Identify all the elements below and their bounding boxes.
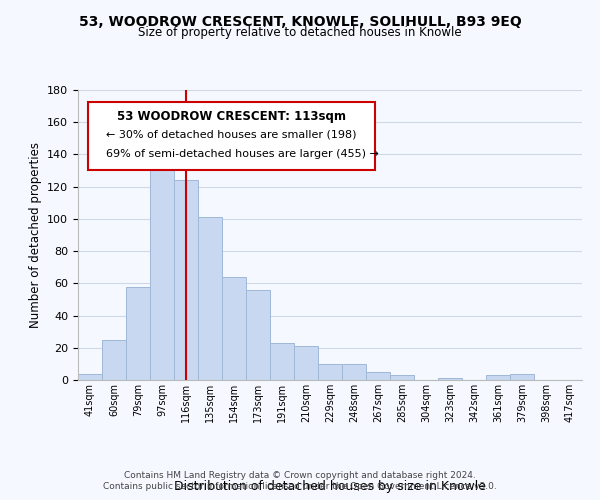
Y-axis label: Number of detached properties: Number of detached properties [29, 142, 41, 328]
Text: 53 WOODROW CRESCENT: 113sqm: 53 WOODROW CRESCENT: 113sqm [117, 110, 346, 122]
Bar [150, 142, 174, 380]
Bar [102, 340, 126, 380]
Bar [318, 364, 342, 380]
Bar [126, 286, 150, 380]
Bar [222, 277, 246, 380]
Bar [198, 218, 222, 380]
Text: Contains public sector information licensed under the Open Government Licence v3: Contains public sector information licen… [103, 482, 497, 491]
Bar [366, 372, 390, 380]
Text: Size of property relative to detached houses in Knowle: Size of property relative to detached ho… [138, 26, 462, 39]
Bar [390, 375, 414, 380]
Bar [174, 180, 198, 380]
Bar [342, 364, 366, 380]
Bar [78, 374, 102, 380]
Bar [294, 346, 318, 380]
Text: 69% of semi-detached houses are larger (455) →: 69% of semi-detached houses are larger (… [106, 150, 379, 160]
Text: ← 30% of detached houses are smaller (198): ← 30% of detached houses are smaller (19… [106, 129, 356, 139]
Text: 53, WOODROW CRESCENT, KNOWLE, SOLIHULL, B93 9EQ: 53, WOODROW CRESCENT, KNOWLE, SOLIHULL, … [79, 15, 521, 29]
Text: Contains HM Land Registry data © Crown copyright and database right 2024.: Contains HM Land Registry data © Crown c… [124, 471, 476, 480]
Bar [246, 290, 270, 380]
Bar [486, 375, 510, 380]
FancyBboxPatch shape [88, 102, 376, 170]
Bar [270, 343, 294, 380]
Bar [438, 378, 462, 380]
Bar [510, 374, 534, 380]
X-axis label: Distribution of detached houses by size in Knowle: Distribution of detached houses by size … [174, 480, 486, 494]
